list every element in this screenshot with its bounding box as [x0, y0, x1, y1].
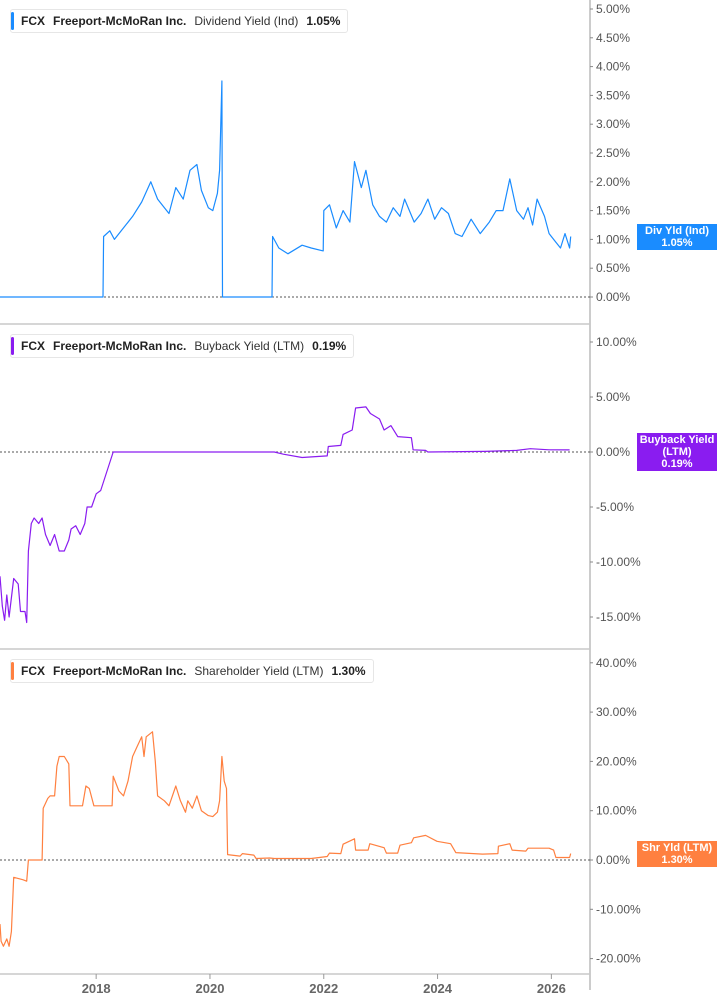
- badge-value: 0.19%: [661, 458, 693, 470]
- y-tick-label: 5.00%: [596, 390, 630, 404]
- y-tick-label: -5.00%: [596, 500, 634, 514]
- y-tick-label: 0.00%: [596, 853, 630, 867]
- y-tick-label: -10.00%: [596, 902, 641, 916]
- badge-dividend-yield: Div Yld (Ind) 1.05%: [637, 224, 717, 250]
- badge-value: 1.05%: [661, 237, 693, 249]
- y-tick-label: 4.00%: [596, 60, 630, 74]
- y-tick-label: 3.00%: [596, 117, 630, 131]
- legend-ticker: FCX: [21, 664, 45, 678]
- legend-color-bar: [11, 662, 14, 680]
- legend-color-bar: [11, 12, 14, 30]
- legend-shareholder-yield: FCX Freeport-McMoRan Inc. Shareholder Yi…: [10, 659, 374, 683]
- badge-label: Shr Yld (LTM): [641, 842, 713, 854]
- y-tick-label: 3.50%: [596, 88, 630, 102]
- badge-shareholder-yield: Shr Yld (LTM) 1.30%: [637, 841, 717, 867]
- y-tick-label: -20.00%: [596, 952, 641, 966]
- x-tick-label: 2024: [423, 981, 453, 996]
- y-tick-label: 10.00%: [596, 804, 637, 818]
- dividend-yield-line: [0, 80, 572, 298]
- legend-dividend-yield: FCX Freeport-McMoRan Inc. Dividend Yield…: [10, 9, 349, 33]
- y-tick-label: 2.00%: [596, 175, 630, 189]
- y-tick-label: -10.00%: [596, 555, 641, 569]
- legend-metric: Dividend Yield (Ind): [194, 14, 299, 28]
- legend-ticker: FCX: [21, 339, 45, 353]
- y-tick-label: 1.00%: [596, 232, 630, 246]
- legend-company: Freeport-McMoRan Inc.: [53, 339, 187, 353]
- y-tick-label: 0.00%: [596, 445, 630, 459]
- y-tick-label: 1.50%: [596, 204, 630, 218]
- legend-color-bar: [11, 337, 14, 355]
- x-tick-label: 2020: [196, 981, 225, 996]
- y-tick-label: 10.00%: [596, 335, 637, 349]
- y-tick-label: 4.50%: [596, 31, 630, 45]
- legend-buyback-yield: FCX Freeport-McMoRan Inc. Buyback Yield …: [10, 334, 355, 358]
- badge-buyback-yield: Buyback Yield (LTM) 0.19%: [637, 433, 717, 471]
- legend-value: 1.05%: [306, 14, 341, 28]
- x-tick-label: 2022: [309, 981, 338, 996]
- legend-company: Freeport-McMoRan Inc.: [53, 664, 187, 678]
- y-tick-label: 30.00%: [596, 705, 637, 719]
- legend-metric: Shareholder Yield (LTM): [194, 664, 324, 678]
- legend-company: Freeport-McMoRan Inc.: [53, 14, 187, 28]
- y-tick-label: 2.50%: [596, 146, 630, 160]
- y-tick-label: 40.00%: [596, 656, 637, 670]
- y-tick-label: 0.00%: [596, 290, 630, 304]
- badge-label: Div Yld (Ind): [645, 225, 709, 237]
- shareholder-yield-line: [0, 731, 572, 947]
- y-tick-label: 0.50%: [596, 261, 630, 275]
- buyback-yield-line: [0, 406, 570, 624]
- legend-value: 0.19%: [312, 339, 347, 353]
- legend-value: 1.30%: [331, 664, 366, 678]
- badge-label: Buyback Yield (LTM): [639, 434, 715, 458]
- legend-metric: Buyback Yield (LTM): [194, 339, 305, 353]
- y-tick-label: -15.00%: [596, 610, 641, 624]
- y-tick-label: 5.00%: [596, 2, 630, 16]
- y-tick-label: 20.00%: [596, 754, 637, 768]
- badge-value: 1.30%: [661, 854, 693, 866]
- x-tick-label: 2018: [82, 981, 111, 996]
- x-tick-label: 2026: [537, 981, 566, 996]
- legend-ticker: FCX: [21, 14, 45, 28]
